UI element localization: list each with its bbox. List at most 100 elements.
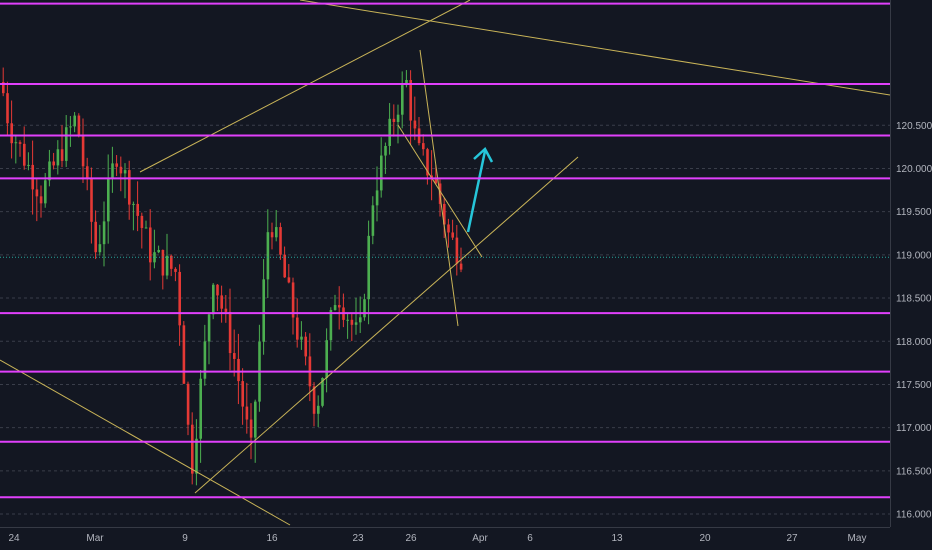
candle-body	[170, 255, 173, 269]
candle-body	[14, 142, 18, 144]
candle-body	[241, 381, 244, 407]
candle-body	[98, 244, 102, 253]
candle-body	[233, 353, 236, 359]
candle-body	[123, 170, 127, 174]
candle-body	[405, 79, 408, 86]
candle-body	[35, 189, 39, 197]
candle-body	[48, 161, 51, 181]
candle-body	[111, 163, 114, 179]
price-axis-panel	[890, 0, 932, 550]
candle-body	[94, 221, 97, 253]
time-tick-label: 23	[352, 533, 364, 544]
candle-body	[199, 378, 202, 439]
candle-body	[350, 319, 354, 325]
candle-body	[77, 115, 81, 137]
candle-body	[195, 438, 198, 474]
candle-body	[312, 386, 316, 414]
price-tick-label: 118.500	[896, 294, 932, 305]
plot-area	[0, 0, 890, 527]
candle-body	[153, 252, 156, 263]
candle-body	[207, 314, 211, 342]
candle-body	[228, 311, 232, 354]
candle-body	[249, 419, 253, 438]
candle-body	[224, 308, 228, 312]
candle-body	[149, 227, 152, 263]
candle-body	[321, 377, 324, 406]
time-tick-label: Apr	[472, 533, 488, 544]
candle-body	[27, 164, 30, 166]
candle-body	[279, 227, 282, 255]
candle-body	[396, 114, 400, 122]
candle-body	[140, 215, 144, 228]
candle-body	[115, 163, 118, 167]
candle-body	[287, 277, 291, 283]
candle-body	[39, 196, 43, 204]
candle-body	[212, 284, 215, 315]
candle-body	[413, 120, 417, 129]
candles	[2, 67, 463, 486]
candle-body	[443, 203, 446, 225]
candle-body	[245, 406, 249, 420]
candle-body	[90, 178, 93, 222]
candle-body	[128, 170, 131, 205]
candle-body	[31, 164, 34, 190]
candle-body	[409, 79, 412, 121]
time-axis-panel	[0, 527, 890, 550]
candle-body	[102, 221, 106, 245]
candle-body	[178, 271, 181, 326]
candle-body	[266, 232, 270, 280]
time-tick-label: 24	[8, 533, 20, 544]
trendline	[139, 0, 471, 173]
projection-arrowhead	[473, 146, 494, 163]
candle-body	[296, 317, 299, 340]
candle-body	[2, 82, 5, 94]
candle-body	[186, 383, 190, 425]
candle-body	[338, 305, 341, 308]
candle-body	[354, 322, 358, 325]
candle-body	[216, 284, 219, 296]
candle-body	[119, 166, 123, 174]
price-tick-label: 119.000	[896, 250, 932, 261]
candle-body	[270, 232, 274, 238]
candle-body	[65, 127, 68, 161]
candle-body	[237, 358, 240, 382]
candle-body	[191, 424, 194, 474]
time-tick-label: 27	[786, 533, 798, 544]
candle-body	[6, 93, 9, 124]
time-tick-label: 6	[527, 533, 533, 544]
candle-body	[283, 254, 286, 278]
time-tick-label: 26	[405, 533, 417, 544]
candle-body	[136, 203, 139, 216]
candle-body	[10, 123, 13, 144]
trendline	[299, 0, 891, 96]
price-axis[interactable]: 116.000 116.500 117.000 117.500 118.000 118.5…	[890, 0, 932, 550]
candle-body	[333, 305, 337, 310]
candle-body	[459, 263, 463, 270]
candle-body	[304, 336, 307, 357]
price-tick-label: 116.500	[896, 466, 932, 477]
candle-body	[165, 255, 169, 276]
candle-body	[56, 149, 60, 166]
candle-body	[73, 115, 76, 127]
candle-body	[388, 118, 391, 146]
candle-body	[300, 336, 303, 340]
candle-body	[81, 136, 85, 167]
candle-body	[447, 224, 450, 233]
candle-body	[371, 205, 375, 236]
candle-body	[254, 401, 257, 438]
candle-body	[392, 118, 396, 122]
time-axis[interactable]: 24 Mar 9 16 23 26 Apr 6 13 20 27 May	[0, 527, 890, 550]
candle-body	[367, 235, 370, 300]
price-tick-label: 120.000	[896, 164, 932, 175]
candle-body	[363, 299, 366, 318]
candle-body	[18, 142, 22, 144]
candle-body	[107, 178, 110, 222]
candle-body	[262, 279, 265, 342]
candle-body	[375, 190, 379, 206]
candle-body	[275, 227, 278, 238]
time-tick-label: 20	[699, 533, 711, 544]
candle-body	[174, 268, 177, 272]
candle-body	[317, 405, 320, 414]
candle-body	[60, 149, 64, 161]
